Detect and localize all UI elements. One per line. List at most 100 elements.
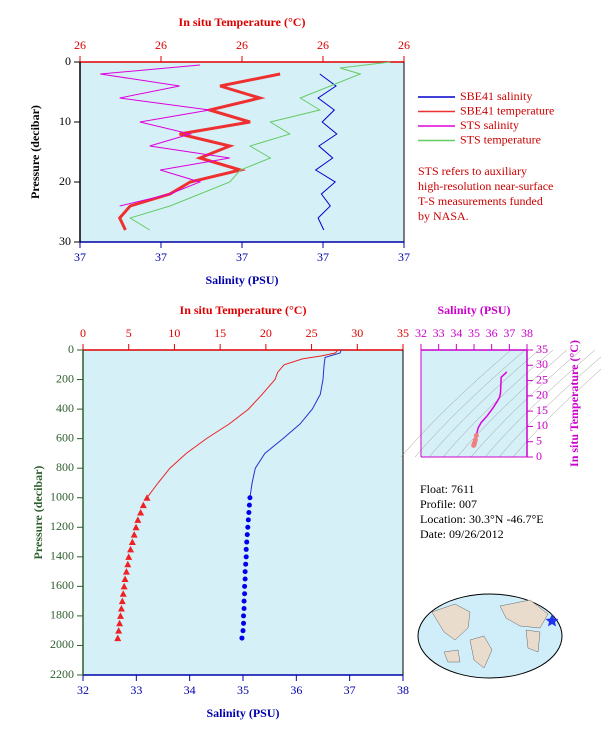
x2-tick-label: 26	[155, 38, 167, 52]
y-tick-label: 5	[536, 433, 542, 447]
x2-tick-label: 30	[351, 326, 363, 340]
density-contour	[470, 349, 582, 458]
x-tick-label: 35	[468, 326, 480, 340]
x-tick-label: 37	[503, 326, 515, 340]
y-tick-label: 0	[536, 449, 542, 463]
y-tick-label: 1800	[50, 608, 74, 622]
marker	[134, 516, 142, 523]
density-contour	[414, 349, 526, 458]
marker	[246, 510, 252, 515]
annotation: by NASA.	[418, 209, 469, 223]
marker	[124, 560, 132, 568]
axis-title: In situ Temperature (°C)	[180, 303, 307, 317]
y-tick-label: 1400	[50, 549, 74, 563]
marker	[117, 605, 125, 612]
x2-tick-label: 35	[397, 326, 409, 340]
marker	[137, 509, 145, 516]
density-contour	[456, 349, 568, 458]
marker	[116, 619, 124, 627]
marker	[242, 576, 248, 582]
y-tick-label: 0	[65, 54, 71, 68]
x-tick-label: 36	[290, 683, 302, 697]
profile-line	[128, 61, 391, 231]
x2-tick-label: 20	[260, 326, 272, 340]
x-tick-label: 34	[450, 326, 462, 340]
density-contour	[484, 349, 596, 458]
marker	[241, 620, 247, 626]
plot-area	[83, 350, 403, 675]
x2-tick-label: 0	[80, 326, 86, 340]
world-map	[417, 593, 563, 679]
x-tick-label: 37	[317, 250, 329, 264]
marker	[119, 590, 127, 597]
marker	[245, 517, 251, 523]
y-tick-label: 25	[536, 372, 548, 386]
y-tick-label: 600	[56, 430, 74, 444]
x-tick-label: 34	[184, 683, 196, 697]
y-tick-label: 400	[56, 401, 74, 415]
profile-line	[100, 64, 230, 207]
float-position	[545, 614, 559, 627]
density-contour	[442, 349, 554, 458]
marker	[139, 501, 147, 509]
annotation: T-S measurements funded	[418, 194, 543, 208]
marker	[244, 532, 250, 538]
x2-tick-label: 5	[126, 326, 132, 340]
x2-tick-label: 26	[317, 38, 329, 52]
marker	[247, 495, 253, 501]
x2-tick-label: 10	[168, 326, 180, 340]
y-tick-label: 1600	[50, 578, 74, 592]
marker	[242, 569, 248, 575]
legend-label: SBE41 salinity	[460, 89, 532, 103]
float-info: Date: 09/26/2012	[420, 527, 504, 541]
legend-label: STS temperature	[460, 132, 541, 146]
y-tick-label: 10	[536, 418, 548, 432]
marker	[246, 502, 252, 508]
marker	[116, 612, 124, 619]
x-tick-label: 33	[433, 326, 445, 340]
annotation: high-resolution near-surface	[418, 179, 553, 193]
x-tick-label: 37	[344, 683, 356, 697]
x-tick-label: 32	[415, 326, 427, 340]
x-tick-label: 37	[74, 250, 86, 264]
marker	[239, 635, 245, 641]
marker	[471, 442, 477, 448]
axis-title: Salinity (PSU)	[437, 303, 510, 317]
legend-label: STS salinity	[460, 118, 519, 132]
density-contour	[428, 349, 540, 458]
x-tick-label: 36	[486, 326, 498, 340]
marker	[122, 568, 130, 575]
profile-line	[314, 73, 338, 231]
legend-label: SBE41 temperature	[460, 103, 554, 117]
x2-tick-label: 25	[306, 326, 318, 340]
y-tick-label: 30	[536, 357, 548, 371]
marker	[244, 539, 250, 545]
y-tick-label: 20	[59, 174, 71, 188]
axis-title: Salinity (PSU)	[206, 706, 279, 720]
x-tick-label: 38	[397, 683, 409, 697]
marker	[240, 628, 246, 634]
y-tick-label: 30	[59, 234, 71, 248]
x-tick-label: 37	[236, 250, 248, 264]
marker	[245, 524, 251, 530]
axis-title: In situ Temperature (°C)	[567, 340, 581, 467]
plot-area	[80, 62, 404, 242]
annotation: STS refers to auxiliary	[418, 164, 527, 178]
profile-line	[146, 349, 339, 498]
x-tick-label: 38	[521, 326, 533, 340]
y-tick-label: 20	[536, 388, 548, 402]
y-tick-label: 1000	[50, 489, 74, 503]
axis-title: In situ Temperature (°C)	[179, 15, 306, 29]
marker	[125, 553, 133, 560]
marker	[241, 606, 247, 612]
marker	[121, 575, 129, 582]
y-tick-label: 0	[68, 342, 74, 356]
profile-line	[117, 72, 281, 231]
density-contour	[498, 356, 601, 458]
marker	[132, 523, 140, 531]
x-tick-label: 37	[398, 250, 410, 264]
marker	[143, 494, 151, 501]
marker	[241, 613, 247, 619]
